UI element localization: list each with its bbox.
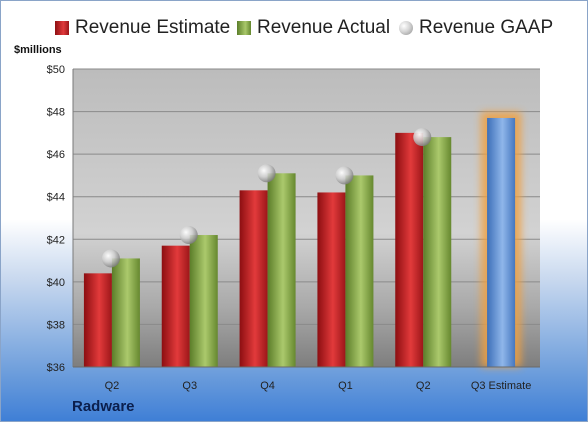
company-name: Radware (72, 398, 135, 415)
bar-revenue-estimate (83, 273, 112, 367)
y-tick-label: $50 (47, 64, 65, 76)
y-tick-label: $44 (47, 192, 65, 204)
legend-swatch-estimate (55, 21, 69, 35)
marker-revenue-gaap (335, 166, 354, 185)
legend-label-gaap: Revenue GAAP (419, 17, 554, 38)
y-tick-label: $40 (47, 277, 65, 289)
legend: Revenue Estimate Revenue Actual Revenue … (1, 15, 587, 45)
x-tick-label: Q3 (182, 380, 197, 392)
x-tick-label: Q4 (260, 380, 275, 392)
bar-revenue-estimate (395, 132, 424, 367)
y-tick-label: $46 (47, 149, 65, 161)
bar-revenue-actual (111, 258, 140, 367)
y-tick-label: $48 (47, 107, 65, 119)
bar-revenue-actual (345, 175, 374, 367)
x-tick-label: Q3 Estimate (471, 380, 532, 392)
legend-label-estimate: Revenue Estimate (75, 17, 231, 38)
y-tick-label: $42 (47, 234, 65, 246)
legend-swatch-gaap (399, 21, 413, 35)
marker-revenue-gaap (179, 226, 198, 245)
legend-item-actual: Revenue Actual (237, 17, 390, 39)
marker-revenue-gaap (413, 128, 432, 147)
bar-revenue-estimate (239, 190, 268, 367)
legend-label-actual: Revenue Actual (257, 17, 391, 38)
legend-swatch-actual (237, 21, 251, 35)
marker-revenue-gaap (101, 249, 120, 268)
bar-revenue-estimate (161, 245, 190, 367)
bar-revenue-estimate (317, 192, 346, 367)
y-axis-unit-label: $millions (14, 44, 62, 56)
legend-item-estimate: Revenue Estimate (55, 17, 230, 39)
x-tick-label: Q2 (105, 380, 120, 392)
marker-revenue-gaap (257, 164, 276, 183)
legend-item-gaap: Revenue GAAP (399, 17, 553, 39)
y-tick-label: $38 (47, 319, 65, 331)
plot-area (73, 69, 540, 367)
bar-revenue-actual (267, 173, 296, 367)
bar-revenue-actual (423, 137, 452, 367)
y-tick-label: $36 (47, 362, 65, 374)
bar-revenue-forecast (487, 117, 516, 367)
x-tick-label: Q2 (416, 380, 431, 392)
x-tick-label: Q1 (338, 380, 353, 392)
bar-revenue-actual (189, 235, 218, 367)
